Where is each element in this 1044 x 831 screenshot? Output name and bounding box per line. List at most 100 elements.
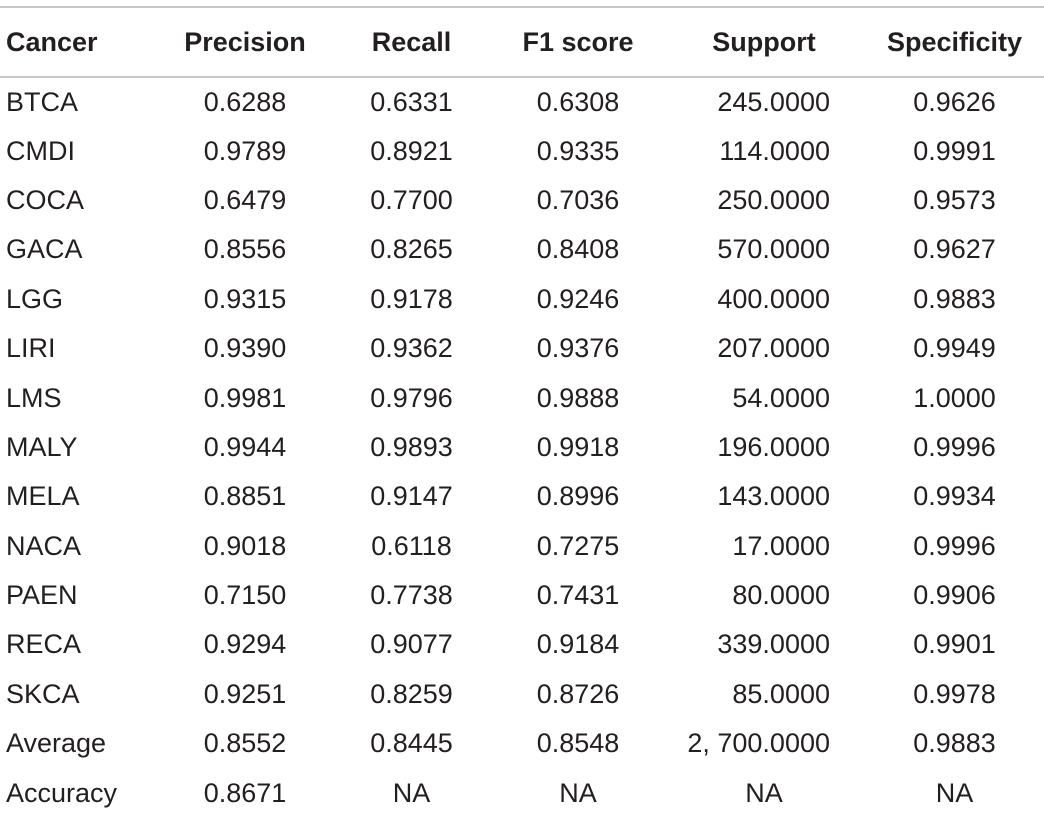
cell-support: 80.0000 xyxy=(732,580,830,611)
cell-precision: 0.9294 xyxy=(203,629,287,660)
table-row: LMS 0.9981 0.9796 0.9888 54.0000 1.0000 xyxy=(0,373,1044,422)
cell-f1-score: NA xyxy=(559,777,597,808)
cell-support: NA xyxy=(745,777,783,808)
cell-support: 339.0000 xyxy=(717,629,830,660)
table-row: CMDI 0.9789 0.8921 0.9335 114.0000 0.9991 xyxy=(0,126,1044,175)
cell-recall: NA xyxy=(392,777,431,808)
cell-cancer: LMS xyxy=(6,382,62,413)
cell-cancer: Average xyxy=(6,728,107,759)
table-row: COCA 0.6479 0.7700 0.7036 250.0000 0.9573 xyxy=(0,176,1044,225)
table-row: LGG 0.9315 0.9178 0.9246 400.0000 0.9883 xyxy=(0,275,1044,324)
cell-cancer: LGG xyxy=(6,283,64,314)
cell-recall: 0.8445 xyxy=(370,728,453,759)
cell-f1-score: 0.7036 xyxy=(536,184,620,215)
cell-f1-score: 0.7275 xyxy=(536,530,620,561)
cell-specificity: 0.9996 xyxy=(913,530,996,561)
table-row: BTCA 0.6288 0.6331 0.6308 245.0000 0.9626 xyxy=(0,77,1044,126)
cell-f1-score: 0.8726 xyxy=(536,678,620,709)
cell-recall: 0.9178 xyxy=(370,283,453,314)
cell-recall: 0.9796 xyxy=(370,382,453,413)
cell-cancer: LIRI xyxy=(6,333,56,364)
table-row: GACA 0.8556 0.8265 0.8408 570.0000 0.9627 xyxy=(0,225,1044,274)
cell-cancer: COCA xyxy=(6,184,85,215)
cell-specificity: 0.9949 xyxy=(913,333,996,364)
cell-f1-score: 0.9888 xyxy=(536,382,620,413)
cell-precision: 0.9981 xyxy=(203,382,287,413)
cell-recall: 0.9147 xyxy=(370,481,453,512)
cell-f1-score: 0.8996 xyxy=(536,481,620,512)
cell-cancer: Accuracy xyxy=(6,777,118,808)
cell-support: 54.0000 xyxy=(732,382,830,413)
cell-f1-score: 0.9246 xyxy=(536,283,620,314)
cell-f1-score: 0.9918 xyxy=(536,431,620,462)
cell-support: 400.0000 xyxy=(717,283,830,314)
cell-precision: 0.9251 xyxy=(203,678,287,709)
cell-recall: 0.8265 xyxy=(370,234,453,265)
cell-f1-score: 0.7431 xyxy=(536,580,620,611)
cell-recall: 0.9362 xyxy=(370,333,453,364)
cell-recall: 0.9077 xyxy=(370,629,453,660)
cell-precision: 0.8851 xyxy=(203,481,287,512)
table-row: MELA 0.8851 0.9147 0.8996 143.0000 0.9934 xyxy=(0,472,1044,521)
cell-support: 207.0000 xyxy=(717,333,830,364)
cell-precision: 0.6479 xyxy=(203,184,287,215)
cell-f1-score: 0.6308 xyxy=(536,86,620,117)
cell-specificity: 0.9626 xyxy=(913,86,996,117)
cell-recall: 0.8259 xyxy=(370,678,453,709)
cell-precision: 0.7150 xyxy=(203,580,287,611)
table-row: RECA 0.9294 0.9077 0.9184 339.0000 0.9901 xyxy=(0,620,1044,669)
cell-specificity: 0.9991 xyxy=(913,135,996,166)
cell-cancer: MELA xyxy=(6,481,80,512)
cell-specificity: 0.9978 xyxy=(913,678,996,709)
cell-support: 2, 700.0000 xyxy=(687,728,830,759)
cell-precision: 0.9018 xyxy=(203,530,287,561)
cell-cancer: BTCA xyxy=(6,86,79,117)
table-row: Accuracy 0.8671 NA NA NA NA xyxy=(0,768,1044,817)
results-table: Cancer Precision Recall F1 score Support… xyxy=(0,6,1044,818)
cell-specificity: 0.9934 xyxy=(913,481,996,512)
cell-cancer: MALY xyxy=(6,431,78,462)
cell-f1-score: 0.9376 xyxy=(536,333,620,364)
cell-cancer: RECA xyxy=(6,629,82,660)
cell-cancer: CMDI xyxy=(6,135,75,166)
cell-f1-score: 0.8408 xyxy=(536,234,620,265)
cell-specificity: 0.9906 xyxy=(913,580,996,611)
table-row: LIRI 0.9390 0.9362 0.9376 207.0000 0.9949 xyxy=(0,324,1044,373)
cell-specificity: 0.9883 xyxy=(913,728,996,759)
cell-cancer: GACA xyxy=(6,234,83,265)
cell-precision: 0.8552 xyxy=(203,728,287,759)
cell-specificity: NA xyxy=(935,777,974,808)
header-support: Support xyxy=(663,6,865,78)
cell-specificity: 0.9996 xyxy=(913,431,996,462)
cell-cancer: SKCA xyxy=(6,678,80,709)
header-row: Cancer Precision Recall F1 score Support… xyxy=(0,6,1044,78)
cell-specificity: 0.9901 xyxy=(913,629,996,660)
cell-precision: 0.6288 xyxy=(203,86,287,117)
cell-support: 570.0000 xyxy=(717,234,830,265)
cell-support: 250.0000 xyxy=(717,184,830,215)
table-header: Cancer Precision Recall F1 score Support… xyxy=(0,6,1044,78)
cell-precision: 0.9315 xyxy=(203,283,287,314)
cell-recall: 0.7738 xyxy=(370,580,453,611)
table-row: SKCA 0.9251 0.8259 0.8726 85.0000 0.9978 xyxy=(0,670,1044,719)
table-row: Average 0.8552 0.8445 0.8548 2, 700.0000 0.98… xyxy=(0,719,1044,768)
header-precision: Precision xyxy=(160,6,330,78)
table-row: PAEN 0.7150 0.7738 0.7431 80.0000 0.9906 xyxy=(0,571,1044,620)
cell-support: 17.0000 xyxy=(732,530,830,561)
cell-precision: 0.9789 xyxy=(203,135,287,166)
table-row: NACA 0.9018 0.6118 0.7275 17.0000 0.9996 xyxy=(0,522,1044,571)
table-row: MALY 0.9944 0.9893 0.9918 196.0000 0.9996 xyxy=(0,423,1044,472)
cell-specificity: 0.9627 xyxy=(913,234,996,265)
cell-specificity: 0.9573 xyxy=(913,184,996,215)
cell-recall: 0.7700 xyxy=(370,184,453,215)
table-body: BTCA 0.6288 0.6331 0.6308 245.0000 0.9626 CMDI… xyxy=(0,77,1044,818)
cell-support: 245.0000 xyxy=(717,86,830,117)
cell-precision: 0.8671 xyxy=(203,777,287,808)
cell-specificity: 0.9883 xyxy=(913,283,996,314)
cell-precision: 0.9390 xyxy=(203,333,287,364)
cell-recall: 0.8921 xyxy=(370,135,453,166)
cell-cancer: PAEN xyxy=(6,580,78,611)
header-specificity: Specificity xyxy=(865,6,1044,78)
cell-support: 85.0000 xyxy=(732,678,830,709)
cell-recall: 0.6118 xyxy=(371,530,452,561)
